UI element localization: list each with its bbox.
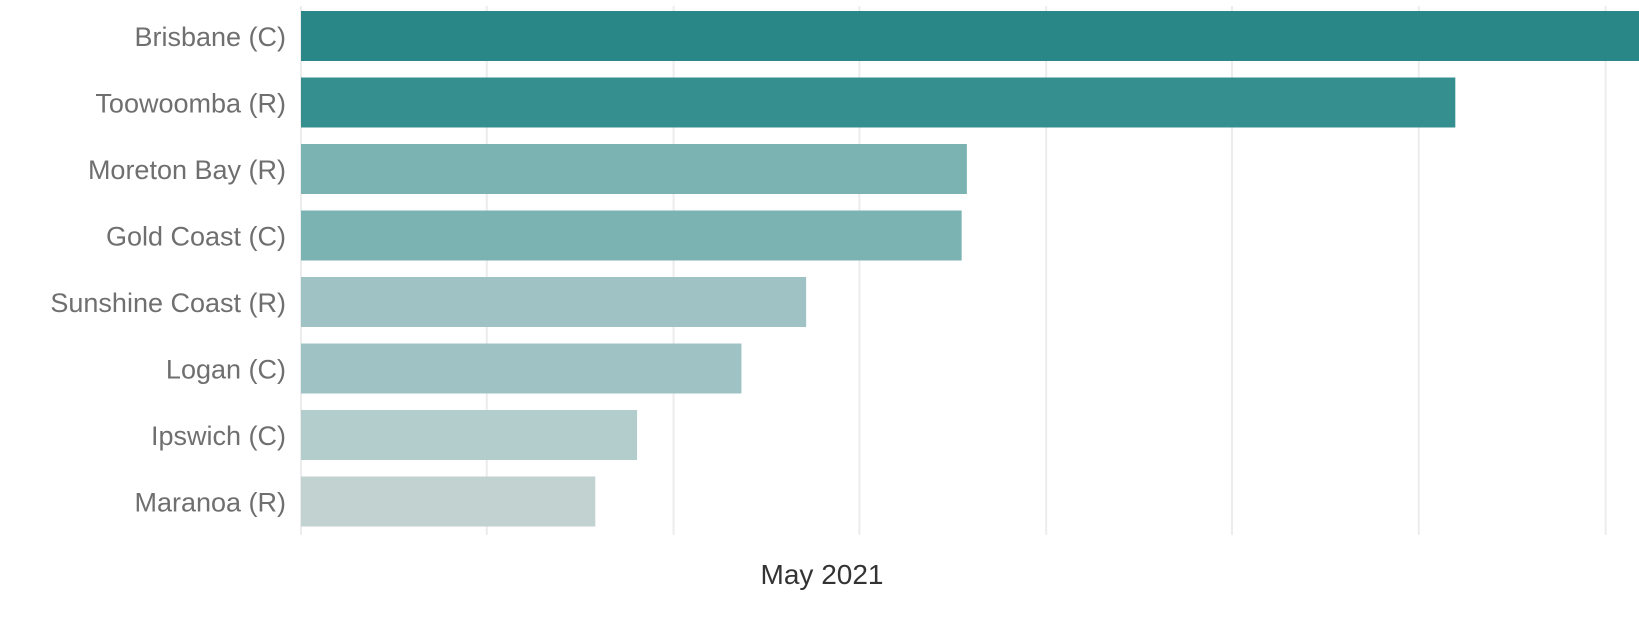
bar: [301, 11, 1639, 61]
category-label: Brisbane (C): [134, 22, 286, 52]
category-label: Ipswich (C): [151, 421, 286, 451]
bar: [301, 277, 807, 327]
bar: [301, 410, 638, 460]
category-label: Toowoomba (R): [95, 89, 286, 119]
category-label: Moreton Bay (R): [88, 155, 286, 185]
category-label: Gold Coast (C): [106, 222, 286, 252]
bar: [301, 343, 742, 394]
category-label: Logan (C): [166, 355, 286, 385]
x-axis-title: May 2021: [761, 559, 884, 590]
bar: [301, 144, 967, 194]
category-label: Maranoa (R): [134, 488, 286, 518]
category-label: Sunshine Coast (R): [50, 288, 286, 318]
bars: [301, 11, 1639, 527]
bar: [301, 476, 596, 527]
category-labels: Brisbane (C) Toowoomba (R) Moreton Bay (R)…: [50, 22, 286, 518]
bar: [301, 210, 962, 261]
bar: [301, 77, 1456, 128]
